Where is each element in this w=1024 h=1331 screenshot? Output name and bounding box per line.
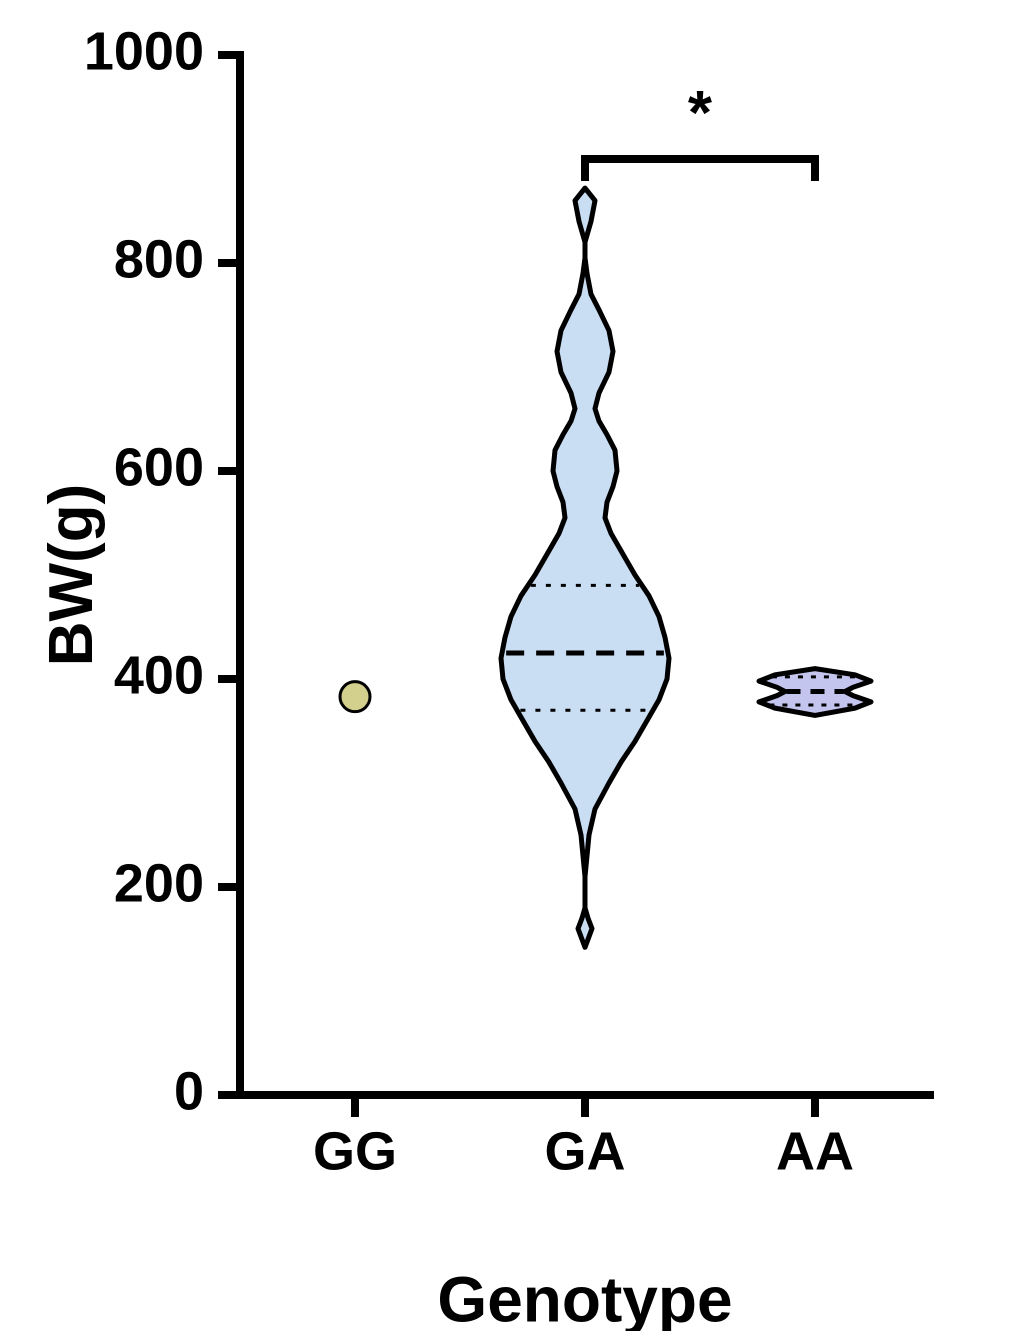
x-tick-label: GG bbox=[313, 1121, 397, 1181]
y-tick-label: 200 bbox=[114, 853, 204, 913]
violin-chart: 0 200 400 600 800 1000 BW(g) GG GA AA Genotype * bbox=[0, 0, 1024, 1331]
x-tick-label: GA bbox=[545, 1121, 626, 1181]
chart-container: 0 200 400 600 800 1000 BW(g) GG GA AA Genotype * bbox=[0, 0, 1024, 1331]
x-tick-label: AA bbox=[776, 1121, 854, 1181]
y-axis-label: BW(g) bbox=[37, 484, 106, 666]
y-tick-label: 0 bbox=[174, 1061, 204, 1121]
y-tick-label: 800 bbox=[114, 229, 204, 289]
x-axis-label: Genotype bbox=[437, 1263, 732, 1331]
y-tick-label: 600 bbox=[114, 437, 204, 497]
y-tick-label: 1000 bbox=[84, 21, 204, 81]
point-gg bbox=[340, 682, 370, 712]
y-tick-label: 400 bbox=[114, 645, 204, 705]
significance-label: * bbox=[688, 79, 713, 148]
